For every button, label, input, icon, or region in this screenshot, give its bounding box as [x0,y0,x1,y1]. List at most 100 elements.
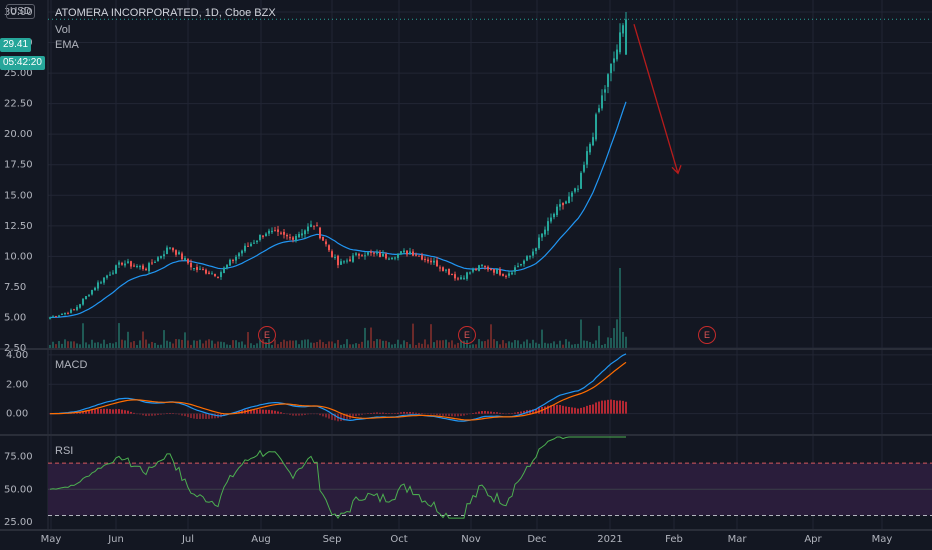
candle-body[interactable] [232,260,234,262]
candle-body[interactable] [109,274,111,276]
candle-body[interactable] [193,268,195,270]
candle-body[interactable] [223,267,225,273]
candle-body[interactable] [49,317,51,319]
candle-body[interactable] [433,260,435,263]
candle-body[interactable] [568,196,570,204]
candle-body[interactable] [142,265,144,270]
candle-body[interactable] [574,188,576,192]
candle-body[interactable] [73,309,75,311]
candle-body[interactable] [247,245,249,247]
candle-body[interactable] [316,225,318,227]
candle-body[interactable] [256,240,258,243]
candle-body[interactable] [58,315,60,317]
candle-body[interactable] [454,274,456,279]
candle-body[interactable] [328,245,330,251]
candle-body[interactable] [586,151,588,165]
candle-body[interactable] [67,313,69,315]
candle-body[interactable] [157,257,159,262]
candle-body[interactable] [271,230,273,233]
candle-body[interactable] [469,272,471,274]
candle-body[interactable] [400,251,402,255]
candle-body[interactable] [544,229,546,235]
candle-body[interactable] [529,256,531,258]
candle-body[interactable] [100,282,102,284]
arrow-shaft[interactable] [633,24,679,174]
candle-body[interactable] [343,261,345,263]
candle-body[interactable] [181,253,183,260]
candle-body[interactable] [94,287,96,291]
candle-body[interactable] [385,253,387,259]
candle-body[interactable] [289,237,291,239]
candle-body[interactable] [220,272,222,277]
candle-body[interactable] [511,272,513,275]
candle-body[interactable] [424,258,426,260]
candle-body[interactable] [355,253,357,255]
candle-body[interactable] [361,254,363,256]
candle-body[interactable] [214,273,216,277]
candle-body[interactable] [85,296,87,300]
candle-body[interactable] [205,269,207,274]
candle-body[interactable] [241,250,243,254]
candle-body[interactable] [292,237,294,240]
candle-body[interactable] [121,262,123,265]
candle-body[interactable] [154,261,156,263]
candle-body[interactable] [337,255,339,266]
candle-body[interactable] [250,243,252,247]
candle-body[interactable] [145,268,147,271]
candle-body[interactable] [358,253,360,256]
candle-body[interactable] [127,261,129,263]
macd-signal-line[interactable] [49,361,627,421]
candle-body[interactable] [118,262,120,265]
candle-body[interactable] [136,266,138,268]
candle-body[interactable] [130,261,132,267]
candle-body[interactable] [535,248,537,252]
candle-body[interactable] [187,259,189,264]
candle-body[interactable] [55,316,57,318]
candle-body[interactable] [304,230,306,235]
candle-body[interactable] [370,251,372,253]
legend-ema[interactable]: EMA [55,39,79,51]
candle-body[interactable] [202,269,204,271]
candle-body[interactable] [532,251,534,256]
candle-body[interactable] [265,233,267,237]
candle-body[interactable] [163,254,165,257]
candle-body[interactable] [430,260,432,263]
forecast-arrow[interactable] [633,24,682,175]
candle-body[interactable] [556,206,558,216]
candle-body[interactable] [277,229,279,232]
candle-body[interactable] [625,19,627,55]
candle-body[interactable] [217,276,219,278]
candle-body[interactable] [235,256,237,261]
candle-body[interactable] [487,266,489,270]
candle-body[interactable] [406,250,408,255]
candle-body[interactable] [166,247,168,254]
candle-body[interactable] [172,248,174,251]
candle-body[interactable] [478,265,480,271]
candle-body[interactable] [403,250,405,253]
candle-body[interactable] [82,298,84,305]
candle-body[interactable] [493,269,495,273]
candle-body[interactable] [124,263,126,266]
candle-body[interactable] [226,264,228,269]
candle-body[interactable] [592,137,594,146]
candle-body[interactable] [445,269,447,271]
candle-body[interactable] [541,233,543,238]
candle-body[interactable] [376,252,378,254]
candle-body[interactable] [562,202,564,206]
candle-body[interactable] [589,144,591,153]
candle-body[interactable] [208,272,210,274]
candle-body[interactable] [616,49,618,60]
candle-body[interactable] [466,272,468,279]
candle-body[interactable] [415,254,417,256]
candle-body[interactable] [352,255,354,262]
candle-body[interactable] [79,304,81,308]
candle-body[interactable] [307,226,309,232]
candle-body[interactable] [373,252,375,254]
candle-body[interactable] [559,204,561,207]
candle-body[interactable] [418,255,420,257]
candle-body[interactable] [436,260,438,267]
candle-body[interactable] [91,289,93,295]
candle-body[interactable] [322,236,324,241]
candle-body[interactable] [463,277,465,279]
candle-body[interactable] [472,269,474,272]
